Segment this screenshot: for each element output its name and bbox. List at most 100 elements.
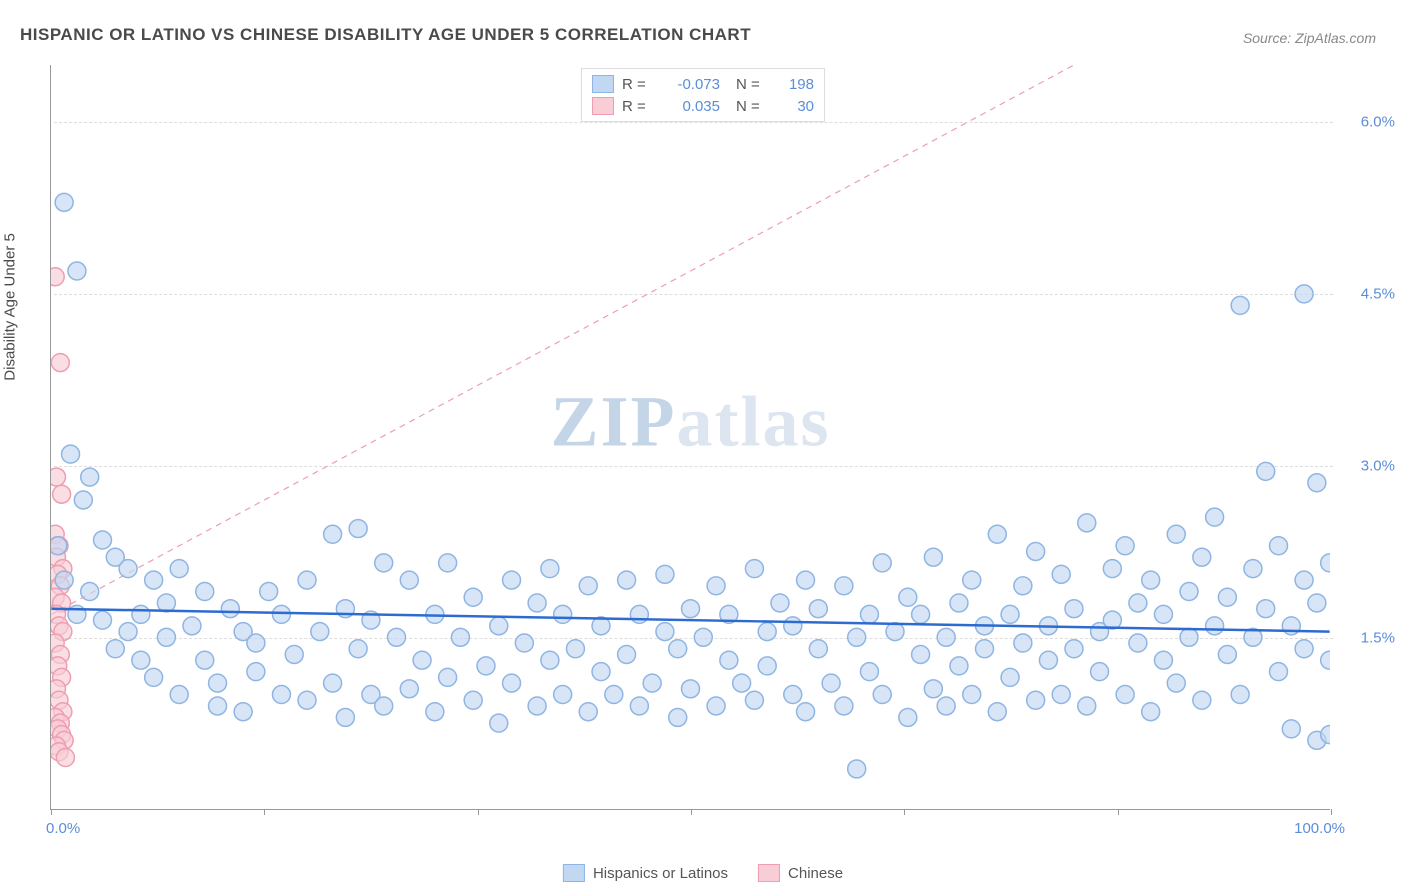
x-tick-label: 0.0% [46, 820, 80, 837]
scatter-point [835, 577, 853, 595]
scatter-point [1231, 686, 1249, 704]
scatter-point [388, 628, 406, 646]
x-tick-mark [478, 809, 479, 815]
scatter-point [1014, 634, 1032, 652]
scatter-point [988, 525, 1006, 543]
scatter-point [375, 697, 393, 715]
scatter-point [285, 645, 303, 663]
scatter-point [1295, 285, 1313, 303]
scatter-point [1180, 628, 1198, 646]
scatter-point [860, 663, 878, 681]
scatter-point [1116, 686, 1134, 704]
scatter-point [451, 628, 469, 646]
x-tick-label: 100.0% [1294, 820, 1345, 837]
scatter-point [183, 617, 201, 635]
legend-series-label: Chinese [788, 865, 843, 882]
scatter-point [1206, 508, 1224, 526]
scatter-point [247, 663, 265, 681]
legend-r-value: -0.073 [660, 76, 720, 93]
scatter-point [221, 600, 239, 618]
scatter-point [196, 651, 214, 669]
scatter-point [56, 749, 74, 767]
scatter-point [1052, 686, 1070, 704]
scatter-point [51, 468, 65, 486]
scatter-point [145, 571, 163, 589]
scatter-point [873, 686, 891, 704]
scatter-point [682, 600, 700, 618]
scatter-point [1218, 645, 1236, 663]
scatter-point [745, 560, 763, 578]
scatter-point [797, 571, 815, 589]
scatter-point [439, 554, 457, 572]
legend-swatch-icon [592, 97, 614, 115]
scatter-point [848, 628, 866, 646]
legend-bottom-item: Chinese [758, 864, 843, 882]
scatter-point [1065, 640, 1083, 658]
scatter-point [515, 634, 533, 652]
scatter-point [1154, 651, 1172, 669]
y-axis-label: Disability Age Under 5 [2, 233, 19, 381]
scatter-point [298, 691, 316, 709]
scatter-point [1052, 565, 1070, 583]
scatter-point [924, 680, 942, 698]
scatter-point [1078, 697, 1096, 715]
scatter-point [1027, 542, 1045, 560]
legend-r-label: R = [622, 76, 652, 93]
scatter-point [1129, 634, 1147, 652]
scatter-point [937, 628, 955, 646]
scatter-point [758, 623, 776, 641]
scatter-point [503, 674, 521, 692]
scatter-point [1244, 560, 1262, 578]
scatter-point [1065, 600, 1083, 618]
scatter-point [81, 468, 99, 486]
scatter-point [490, 714, 508, 732]
scatter-point [1308, 474, 1326, 492]
scatter-point [272, 686, 290, 704]
legend-swatch-icon [758, 864, 780, 882]
scatter-point [1321, 651, 1330, 669]
scatter-point [605, 686, 623, 704]
scatter-point [1167, 525, 1185, 543]
scatter-point [94, 611, 112, 629]
scatter-point [490, 617, 508, 635]
scatter-point [145, 668, 163, 686]
scatter-point [924, 548, 942, 566]
scatter-point [554, 605, 572, 623]
scatter-point [835, 697, 853, 715]
x-tick-mark [1331, 809, 1332, 815]
y-tick-label: 6.0% [1361, 114, 1395, 131]
scatter-point [51, 354, 69, 372]
scatter-point [157, 594, 175, 612]
scatter-point [234, 703, 252, 721]
scatter-point [771, 594, 789, 612]
scatter-point [1142, 703, 1160, 721]
scatter-point [758, 657, 776, 675]
scatter-point [272, 605, 290, 623]
chart-title: HISPANIC OR LATINO VS CHINESE DISABILITY… [20, 25, 751, 45]
scatter-point [643, 674, 661, 692]
scatter-point [618, 645, 636, 663]
scatter-point [528, 594, 546, 612]
legend-n-value: 198 [774, 76, 814, 93]
scatter-point [464, 691, 482, 709]
scatter-point [809, 600, 827, 618]
legend-r-label: R = [622, 98, 652, 115]
scatter-point [579, 577, 597, 595]
scatter-point [963, 571, 981, 589]
scatter-point [630, 605, 648, 623]
scatter-point [912, 645, 930, 663]
scatter-point [349, 520, 367, 538]
scatter-point [656, 623, 674, 641]
scatter-point [950, 657, 968, 675]
scatter-point [950, 594, 968, 612]
scatter-point [400, 680, 418, 698]
scatter-point [1257, 462, 1275, 480]
scatter-point [209, 674, 227, 692]
scatter-point [1039, 651, 1057, 669]
scatter-point [694, 628, 712, 646]
scatter-point [1231, 296, 1249, 314]
scatter-point [196, 583, 214, 601]
x-tick-mark [51, 809, 52, 815]
legend-n-label: N = [736, 76, 766, 93]
legend-top-row: R = -0.073 N = 198 [592, 73, 814, 95]
